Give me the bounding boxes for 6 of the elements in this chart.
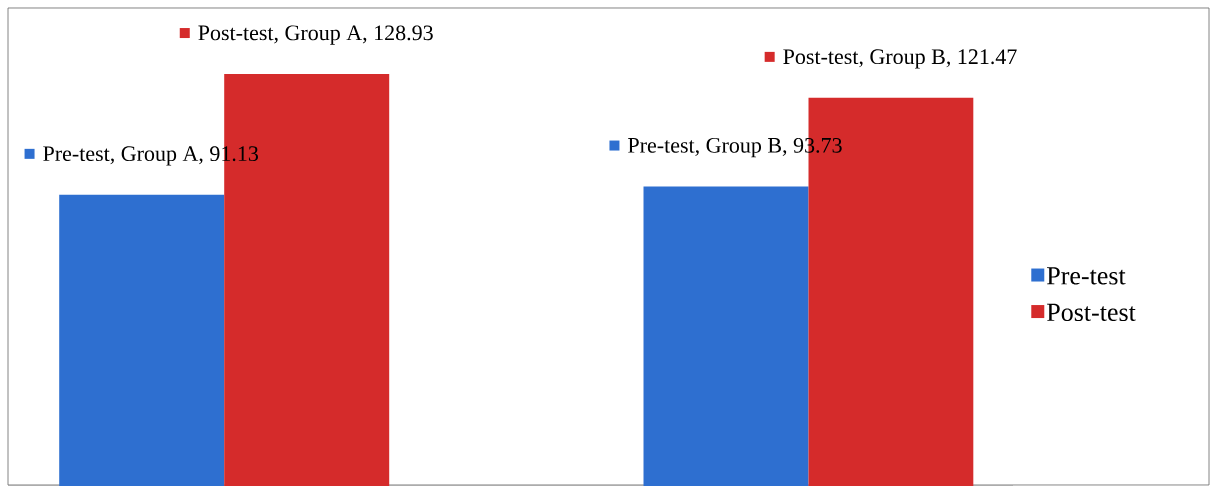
bar: [59, 194, 225, 486]
legend-label: Post-test: [1047, 303, 1136, 322]
data-label: Post-test, Group B, 121.47: [783, 49, 1017, 69]
legend-label: Pre-test: [1047, 267, 1126, 285]
data-label: Post-test, Group A, 128.93: [198, 25, 433, 45]
bar: [643, 186, 809, 486]
